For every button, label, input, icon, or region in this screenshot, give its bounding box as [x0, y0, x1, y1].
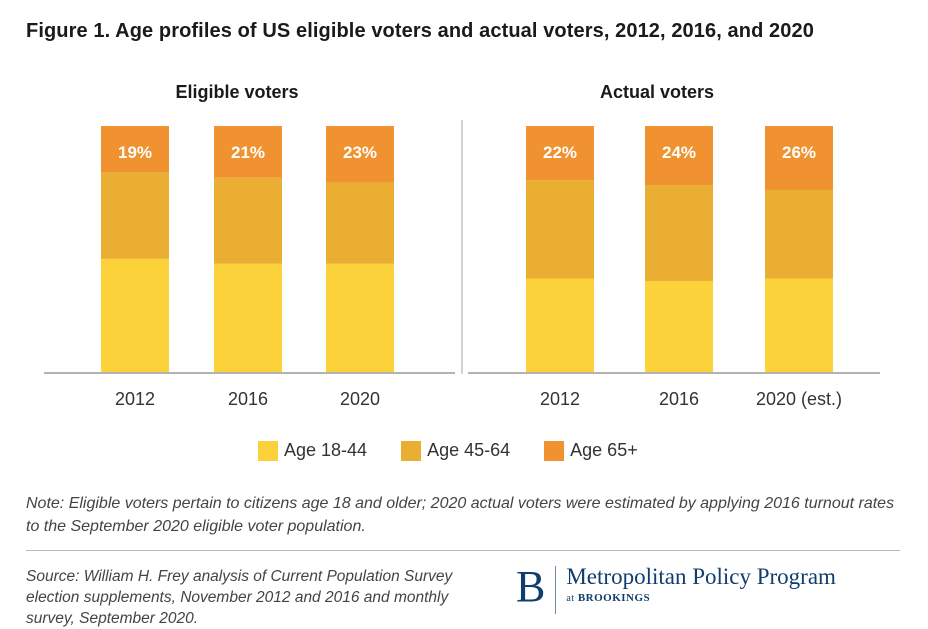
- bar-actual-2020est-age-45-64: [765, 189, 833, 279]
- bar-eligible-2016-age-45-64: [214, 177, 282, 264]
- bar-actual-2016-age-65-plus: [645, 126, 713, 186]
- brookings-logo: B Metropolitan Policy Program at BROOKIN…: [516, 562, 836, 614]
- bar-eligible-2012-age-65-plus: [101, 126, 169, 173]
- panel-title-actual: Actual voters: [600, 82, 714, 102]
- bar-eligible-2016-age-18-44: [214, 263, 282, 372]
- data-label-actual-2020est: 26%: [782, 143, 816, 162]
- legend-item-age-45-64: Age 45-64: [401, 440, 510, 461]
- chart-legend: Age 18-44 Age 45-64 Age 65+: [258, 440, 672, 461]
- bar-actual-2012-age-18-44: [526, 278, 594, 372]
- bar-eligible-2016-age-65-plus: [214, 126, 282, 178]
- chart-source: Source: William H. Frey analysis of Curr…: [26, 568, 453, 627]
- data-label-eligible-2016: 21%: [231, 143, 265, 162]
- bar-actual-2012-age-45-64: [526, 180, 594, 279]
- bar-actual-2016-age-18-44: [645, 280, 713, 372]
- chart-note: Note: Eligible voters pertain to citizen…: [26, 495, 895, 535]
- logo-divider: [555, 566, 557, 614]
- legend-label-age-65-plus: Age 65+: [570, 440, 638, 460]
- legend-swatch-age-45-64: [401, 440, 422, 461]
- bar-actual-2012-age-65-plus: [526, 126, 594, 181]
- data-label-actual-2016: 24%: [662, 143, 696, 162]
- tick-label-eligible-2012: 2012: [115, 389, 155, 409]
- logo-letter: B: [516, 562, 546, 611]
- logo-program-name: Metropolitan Policy Program: [566, 564, 836, 589]
- tick-label-actual-2020est: 2020 (est.): [756, 389, 842, 409]
- bar-eligible-2020-age-65-plus: [326, 126, 394, 183]
- tick-label-actual-2016: 2016: [659, 389, 699, 409]
- bar-eligible-2012-age-45-64: [101, 172, 169, 259]
- data-label-eligible-2012: 19%: [118, 143, 152, 162]
- legend-label-age-18-44: Age 18-44: [284, 440, 368, 460]
- tick-label-eligible-2020: 2020: [340, 389, 380, 409]
- bar-eligible-2020-age-45-64: [326, 182, 394, 264]
- logo-org-line: at BROOKINGS: [566, 592, 836, 604]
- logo-at: at: [566, 593, 575, 604]
- legend-item-age-65-plus: Age 65+: [544, 440, 638, 461]
- data-label-eligible-2020: 23%: [343, 143, 377, 162]
- data-label-actual-2012: 22%: [543, 143, 577, 162]
- bar-actual-2016-age-45-64: [645, 185, 713, 281]
- figure-title: Figure 1. Age profiles of US eligible vo…: [26, 20, 814, 42]
- stacked-bar-chart: Eligible voters 19% 2012 21% 2016 23% 2020 Actu…: [44, 82, 880, 409]
- bar-eligible-2012-age-18-44: [101, 258, 169, 372]
- bar-actual-2020est-age-18-44: [765, 278, 833, 372]
- bar-eligible-2020-age-18-44: [326, 263, 394, 372]
- logo-text: Metropolitan Policy Program at BROOKINGS: [566, 562, 836, 604]
- bar-actual-2020est-age-65-plus: [765, 126, 833, 190]
- legend-swatch-age-65-plus: [544, 440, 565, 461]
- divider: [26, 550, 900, 551]
- legend-swatch-age-18-44: [258, 440, 278, 461]
- logo-org: BROOKINGS: [577, 592, 651, 604]
- panel-title-eligible: Eligible voters: [175, 82, 298, 102]
- tick-label-actual-2012: 2012: [540, 389, 580, 409]
- tick-label-eligible-2016: 2016: [228, 389, 268, 409]
- legend-label-age-45-64: Age 45-64: [427, 440, 511, 460]
- legend-item-age-18-44: Age 18-44: [258, 440, 367, 461]
